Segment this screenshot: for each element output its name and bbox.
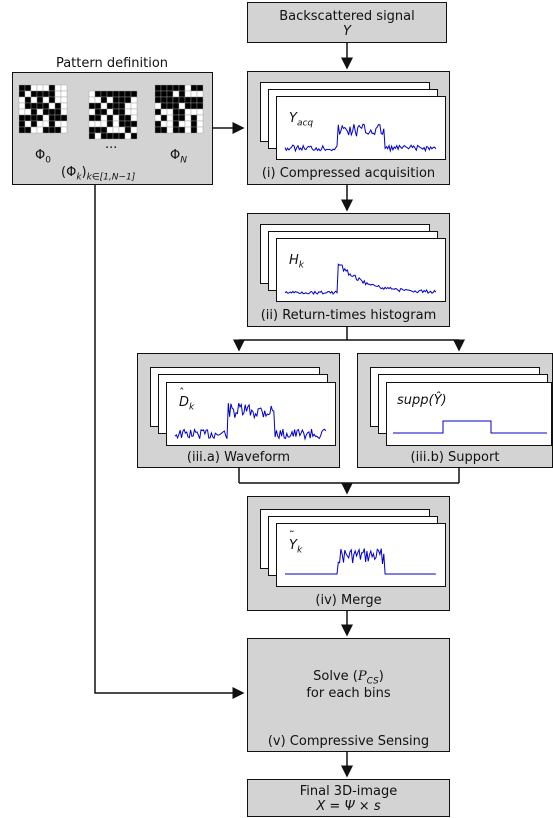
waveform-signal: [174, 402, 327, 441]
pattern-title: Pattern definition: [55, 56, 169, 71]
signal-title: Backscattered signal: [279, 9, 415, 24]
pattern-grid-middle: [88, 90, 138, 140]
pattern-grid-last: [154, 84, 204, 134]
support-label: supp(Ŷ): [397, 393, 447, 408]
cs-line2: for each bins: [306, 686, 391, 701]
ellipsis: ...: [105, 137, 118, 152]
acquisition-box: Yacq (i) Compressed acquisition: [247, 71, 450, 185]
histogram-signal: [284, 263, 437, 295]
support-plot: supp(Ŷ): [386, 382, 552, 446]
histogram-caption: (ii) Return-times histogram: [260, 308, 437, 323]
merge-signal: [285, 547, 436, 575]
pattern-grids: [18, 84, 204, 140]
cs-line1: Solve (PCS): [313, 669, 384, 687]
waveform-caption: (iii.a) Waveform: [186, 450, 291, 465]
final-equation: X = Ψ × s: [316, 799, 381, 814]
pattern-box: Φ0 ... ΦN (Φk)k∈[1,N−1]: [12, 72, 213, 185]
histogram-box: Hk (ii) Return-times histogram: [247, 213, 450, 327]
acquisition-caption: (i) Compressed acquisition: [261, 166, 436, 181]
merge-box: Y ˜ k (iv) Merge: [247, 496, 450, 611]
merge-caption: (iv) Merge: [315, 593, 382, 608]
phi-last: ΦN: [170, 148, 187, 166]
final-title: Final 3D-image: [299, 784, 398, 799]
pattern-set-label: (Φk)k∈[1,N−1]: [61, 165, 136, 183]
histogram-label: Hk: [289, 253, 304, 271]
cs-box: Solve (PCS) for each bins (v) Compressiv…: [247, 638, 450, 752]
cs-caption: (v) Compressive Sensing: [267, 734, 430, 749]
signal-box: Backscattered signal Y: [247, 2, 447, 43]
acquisition-plot: Yacq: [276, 96, 446, 160]
support-box: supp(Ŷ) (iii.b) Support: [357, 353, 553, 468]
acquisition-signal: [284, 123, 437, 153]
pattern-grid-first: [18, 84, 68, 134]
merge-label: Y ˜ k: [289, 529, 303, 556]
acquisition-label: Yacq: [289, 111, 314, 129]
support-caption: (iii.b) Support: [410, 450, 500, 465]
signal-symbol: Y: [343, 24, 351, 39]
phi-first: Φ0: [35, 148, 51, 166]
final-box: Final 3D-image X = Ψ × s: [247, 779, 450, 817]
histogram-plot: Hk: [276, 238, 446, 302]
merge-plot: Y ˜ k: [276, 523, 446, 587]
support-signal: [393, 420, 547, 434]
